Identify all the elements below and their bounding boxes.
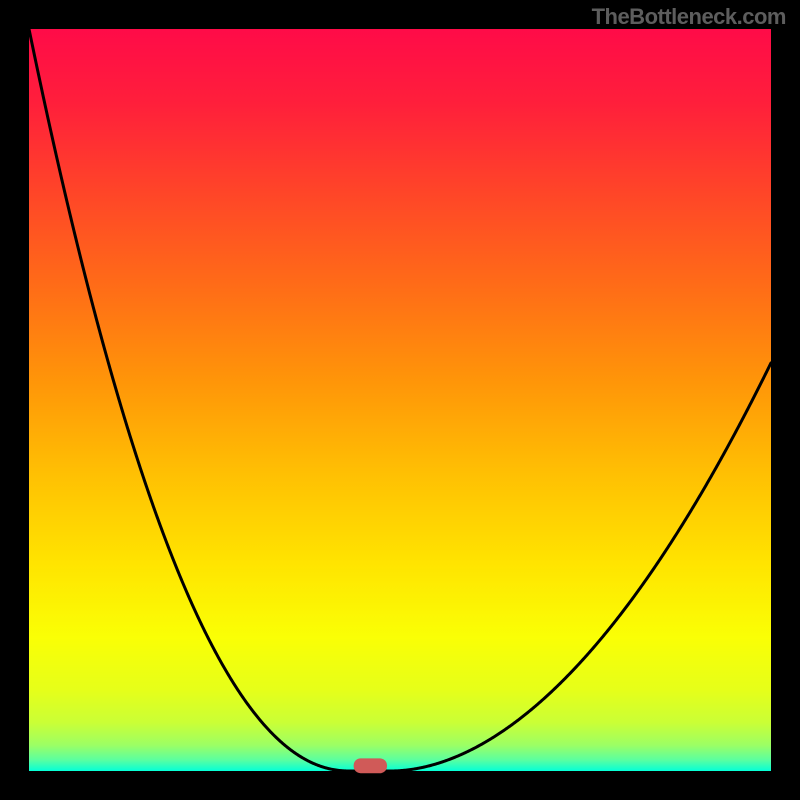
watermark-text: TheBottleneck.com	[592, 4, 786, 30]
bottleneck-chart	[0, 0, 800, 800]
minimum-marker	[354, 758, 387, 773]
plot-background	[29, 29, 771, 771]
chart-container: TheBottleneck.com	[0, 0, 800, 800]
